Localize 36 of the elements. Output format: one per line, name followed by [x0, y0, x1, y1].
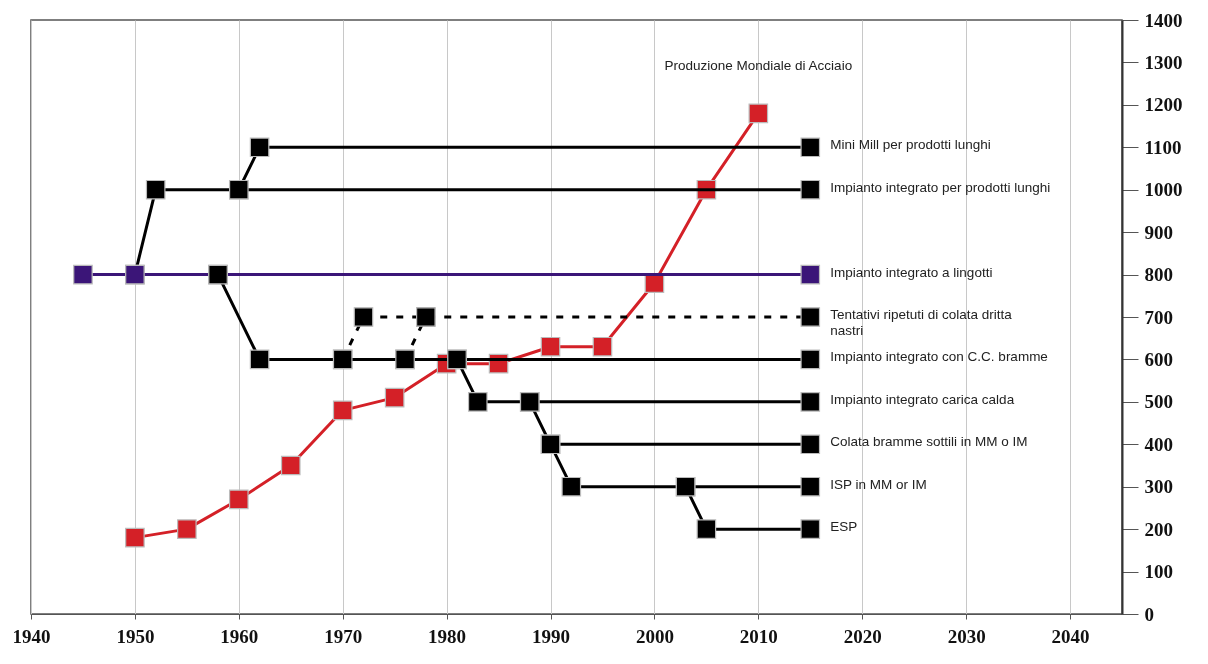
y-tick-label: 0 [1144, 603, 1154, 625]
series-label: Impianto integrato a lingotti [830, 264, 993, 280]
y-tick-label: 1200 [1144, 94, 1183, 116]
series-label: Mini Mill per prodotti lunghi [830, 137, 991, 153]
x-tick-label: 1960 [220, 625, 259, 647]
text: Produzione Mondiale di Acciaio [664, 58, 853, 74]
y-tick-label: 200 [1144, 518, 1173, 540]
y-tick-label: 900 [1144, 221, 1173, 243]
series-label: Impianto integrato carica calda [830, 391, 1015, 407]
series-label: Impianto integrato per prodotti lunghi [830, 179, 1051, 195]
y-tick-label: 600 [1144, 348, 1173, 370]
y-tick-label: 700 [1144, 306, 1173, 328]
y-tick-label: 1100 [1144, 136, 1182, 158]
x-tick-label: 2020 [843, 625, 882, 647]
series-label: ESP [830, 519, 858, 535]
x-tick-label: 1990 [532, 625, 571, 647]
x-tick-label: 1970 [324, 625, 363, 647]
y-tick-label: 500 [1144, 391, 1173, 413]
x-tick-label: 1980 [428, 625, 467, 647]
y-tick-label: 800 [1144, 264, 1173, 286]
series-label: Tentativi ripetuti di colata dritta nastri [830, 307, 1013, 338]
y-tick-label: 400 [1144, 433, 1173, 455]
series-label: ISP in MM or IM [830, 476, 927, 492]
y-tick-label: 1000 [1144, 179, 1183, 201]
y-tick-label: 1400 [1144, 9, 1183, 31]
x-tick-label: 2030 [947, 625, 986, 647]
y-tick-label: 300 [1144, 476, 1173, 498]
series-label: Impianto integrato con C.C. bramme [830, 349, 1048, 365]
x-tick-label: 2000 [635, 625, 674, 647]
x-tick-label: 1940 [12, 625, 51, 647]
y-tick-label: 100 [1144, 561, 1173, 583]
series-label: Colata bramme sottili in MM o IM [830, 434, 1028, 450]
x-tick-label: 2010 [739, 625, 778, 647]
x-tick-label: 2040 [1051, 625, 1090, 647]
x-tick-label: 1950 [116, 625, 155, 647]
y-tick-label: 1300 [1144, 51, 1183, 73]
